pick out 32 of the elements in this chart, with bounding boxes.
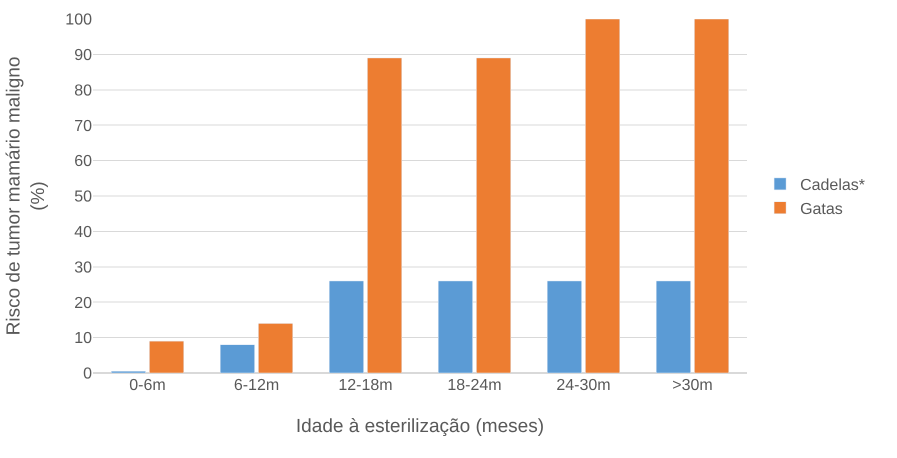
y-tick-label: 30 [74,259,92,276]
bar [367,58,402,373]
x-axis-title: Idade à esterilização (meses) [296,416,544,437]
x-tick-label: 24-30m [556,377,611,394]
bar [656,280,691,373]
y-tick-label: 10 [74,330,92,348]
y-tick-label: 60 [74,153,92,170]
y-axis-title: Risco de tumor mamário maligno (%) [3,56,50,336]
bar [220,344,255,373]
legend-label: Gatas [800,200,843,218]
bar [694,19,729,373]
bar [476,58,511,373]
bar [585,19,620,373]
y-tick-label: 0 [83,366,92,383]
y-tick-label: 70 [74,118,92,135]
bar [258,323,293,373]
bar [329,280,364,373]
x-tick-label: 0-6m [129,377,166,394]
x-tick-label: >30m [672,377,713,394]
x-tick-label: 12-18m [338,377,393,394]
bar [149,340,184,373]
x-tick-label: 18-24m [447,377,502,394]
y-tick-label: 90 [74,47,92,64]
y-tick-label: 80 [74,82,92,100]
x-tick-label: 6-12m [234,377,280,394]
bar [438,280,473,373]
y-tick-label: 50 [74,188,92,206]
y-tick-label: 100 [65,12,92,29]
legend-label: Cadelas* [800,177,866,194]
bar [547,280,582,373]
y-tick-label: 40 [74,224,92,241]
y-tick-label: 20 [74,294,92,312]
